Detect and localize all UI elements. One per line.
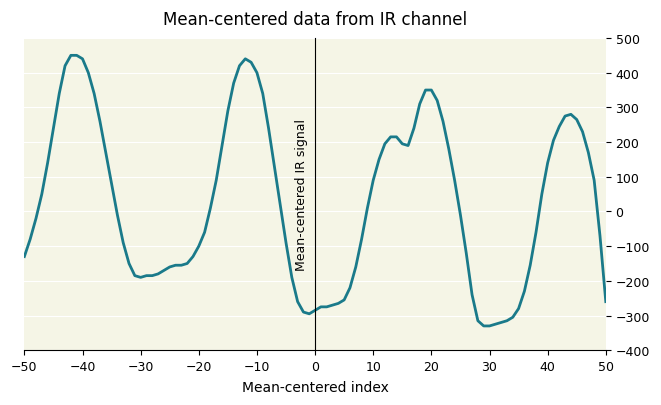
Y-axis label: Mean-centered IR signal: Mean-centered IR signal bbox=[295, 119, 308, 271]
Title: Mean-centered data from IR channel: Mean-centered data from IR channel bbox=[163, 11, 467, 29]
X-axis label: Mean-centered index: Mean-centered index bbox=[242, 380, 389, 394]
